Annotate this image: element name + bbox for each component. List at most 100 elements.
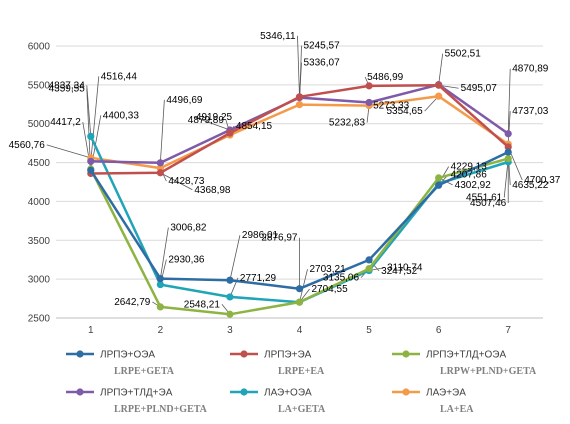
leader-line xyxy=(46,144,91,159)
data-label: 5486,99 xyxy=(367,72,404,83)
y-tick-label: 5000 xyxy=(28,119,51,130)
data-label: 4229,13 xyxy=(451,162,488,173)
data-label: 4879,89 xyxy=(188,115,225,126)
data-label: 4417,2 xyxy=(50,117,81,128)
data-point xyxy=(365,256,373,264)
data-label: 3135,06 xyxy=(323,273,360,284)
data-point xyxy=(156,280,164,289)
data-point xyxy=(226,129,234,137)
data-point xyxy=(156,303,164,311)
data-label: 4359,55 xyxy=(49,83,86,94)
leader-line xyxy=(159,227,169,279)
legend-entry: ЛАЭ+ЭА xyxy=(426,388,466,399)
data-label: 2704,55 xyxy=(312,284,349,295)
legend-swatch-marker xyxy=(402,388,410,396)
x-tick-label: 3 xyxy=(227,325,233,336)
data-point xyxy=(504,130,512,138)
leader-line xyxy=(507,111,511,145)
data-point xyxy=(435,92,443,100)
leader-line xyxy=(159,99,165,163)
data-label: 4551,61 xyxy=(466,193,503,204)
x-tick-label: 5 xyxy=(366,325,372,336)
legend-entry-sub: LA+EA xyxy=(440,404,474,415)
legend-entry: ЛАЭ+ОЭА xyxy=(264,388,312,399)
data-label: 2642,79 xyxy=(114,297,151,308)
legend-entry: ЛРПЭ+ЭА xyxy=(264,350,312,361)
data-point xyxy=(295,93,304,101)
data-label: 5336,07 xyxy=(304,58,341,69)
leader-line xyxy=(229,235,241,281)
data-label: 2771,29 xyxy=(240,273,277,284)
data-point xyxy=(295,285,304,293)
leader-line xyxy=(90,76,100,162)
data-label: 5245,57 xyxy=(304,41,341,52)
data-point xyxy=(87,166,95,174)
data-point xyxy=(226,293,234,301)
data-point xyxy=(435,181,443,189)
axis-layer: 2500 3000 3500 4000 4500 5000 5500 6000 1 2 3 4 5 6 7 xyxy=(28,42,543,336)
data-point xyxy=(365,265,373,273)
y-tick-label: 3500 xyxy=(28,236,51,247)
legend-entry-sub: LRPE+PLND+GETA xyxy=(114,404,208,415)
data-label: 5346,11 xyxy=(260,31,296,42)
legend-entry-sub: LA+GETA xyxy=(278,404,326,415)
legend-swatch-marker xyxy=(240,388,248,396)
data-label: 4854,15 xyxy=(236,121,273,132)
x-tick-label: 7 xyxy=(505,325,511,336)
data-point xyxy=(87,157,95,165)
legend-entry: ЛРПЭ+ТЛД+ОЭА xyxy=(426,350,506,361)
y-tick-label: 5500 xyxy=(28,80,51,91)
data-label: 4635,22 xyxy=(512,180,549,191)
data-point xyxy=(156,275,164,283)
data-point xyxy=(504,143,512,151)
data-label: 2930,36 xyxy=(168,255,205,266)
data-point xyxy=(226,310,234,318)
data-label: 4496,69 xyxy=(166,95,203,106)
data-point xyxy=(226,276,234,284)
y-tick-label: 2500 xyxy=(28,314,51,325)
data-point xyxy=(365,82,373,90)
legend: ЛРПЭ+ОЭА LRPE+GETA ЛРПЭ+ЭА LRPE+EA ЛРПЭ+ТЛД+… xyxy=(66,350,537,415)
series-layer xyxy=(87,81,512,318)
legend-swatch-marker xyxy=(76,350,84,358)
data-point xyxy=(504,148,512,156)
x-tick-label: 2 xyxy=(158,325,164,336)
data-label: 3110,74 xyxy=(387,263,423,274)
data-label: 3006,82 xyxy=(170,223,207,234)
data-label: 2986,01 xyxy=(242,230,279,241)
data-label: 4507,46 xyxy=(470,198,507,209)
data-label: 4870,89 xyxy=(512,64,549,75)
legend-entry: ЛРПЭ+ТЛД+ЭА xyxy=(100,388,173,399)
data-label: 4368,98 xyxy=(194,185,231,196)
data-point xyxy=(504,154,512,163)
legend-entry-sub: LRPE+GETA xyxy=(114,366,175,377)
legend-entry: ЛРПЭ+ОЭА xyxy=(100,350,155,361)
y-tick-label: 6000 xyxy=(28,42,51,53)
data-label: 4737,03 xyxy=(512,106,549,117)
data-point xyxy=(435,81,443,89)
legend-entry-sub: LRPE+EA xyxy=(278,366,325,377)
data-label: 5502,51 xyxy=(445,49,482,60)
data-label: 3247,52 xyxy=(381,266,418,277)
data-label: 5495,07 xyxy=(461,83,498,94)
y-tick-label: 3000 xyxy=(28,275,51,286)
data-label: 4516,44 xyxy=(101,71,138,82)
data-label: 5273,33 xyxy=(373,100,410,111)
y-tick-label: 4000 xyxy=(28,197,51,208)
x-tick-label: 1 xyxy=(88,325,94,336)
data-point xyxy=(435,174,443,182)
data-label: 5354,65 xyxy=(386,106,423,117)
leader-line xyxy=(160,172,193,191)
data-point xyxy=(365,98,373,107)
data-label: 4302,92 xyxy=(455,180,492,191)
data-label: 4207,86 xyxy=(451,169,488,180)
legend-swatch-marker xyxy=(240,350,248,358)
data-point xyxy=(156,159,164,167)
data-label: 4428,73 xyxy=(168,176,205,187)
data-label: 4700,37 xyxy=(524,175,561,186)
leader-line xyxy=(438,53,444,85)
leader-line xyxy=(193,116,231,131)
legend-entry-sub: LRPW+PLND+GETA xyxy=(440,366,537,377)
